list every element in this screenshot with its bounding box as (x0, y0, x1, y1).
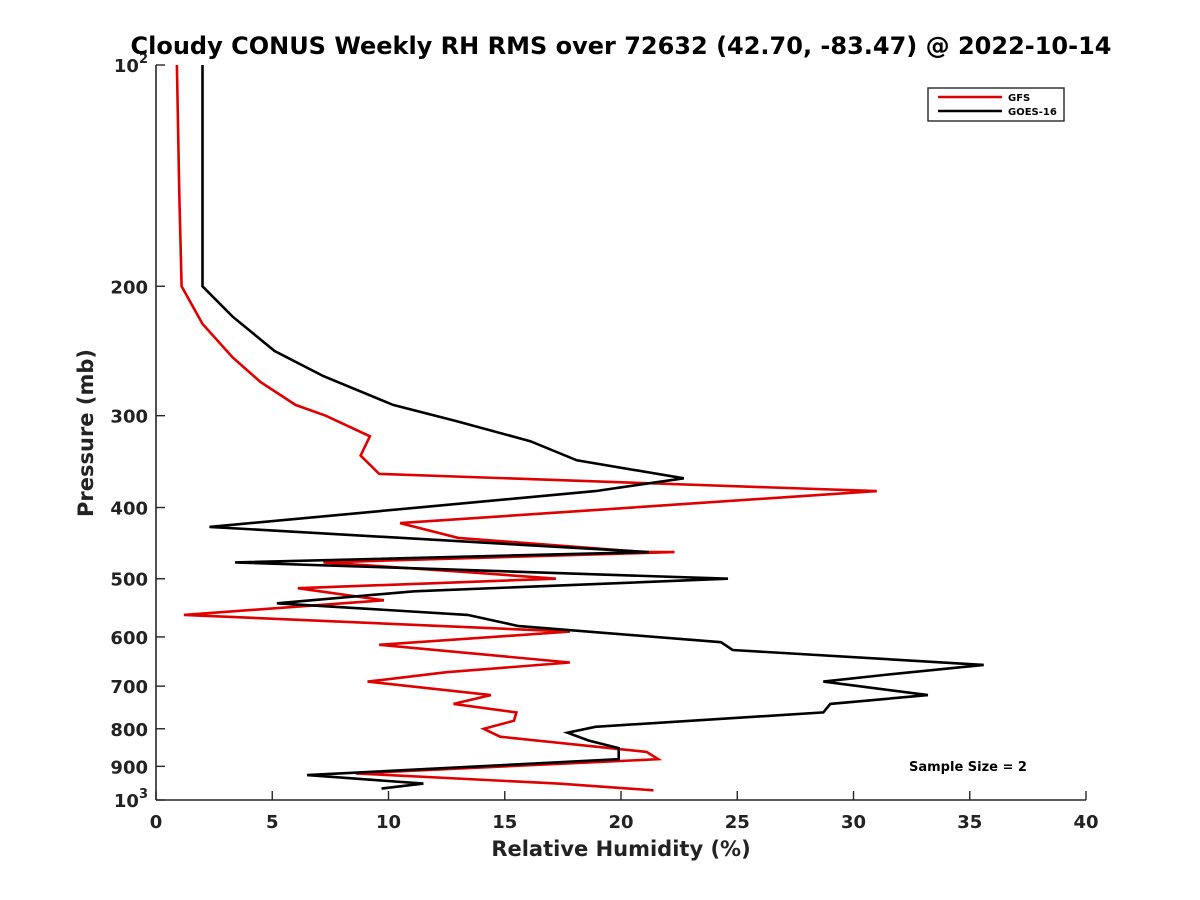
x-tick-label: 20 (608, 812, 633, 833)
x-tick-label: 15 (492, 812, 517, 833)
y-tick-label: 700 (110, 677, 148, 698)
y-tick-label: 103 (114, 787, 148, 812)
chart-title: Cloudy CONUS Weekly RH RMS over 72632 (4… (131, 32, 1112, 60)
axes: 0 5 10 15 20 25 30 35 40 102 200 300 400 500 600 700 800… (110, 52, 1098, 833)
x-tick-label: 10 (376, 812, 401, 833)
series-line-goes-16 (201, 65, 984, 790)
x-tick-label: 0 (150, 812, 163, 833)
x-tick-label: 25 (725, 812, 750, 833)
y-tick-label: 900 (110, 757, 148, 778)
legend: GFS GOES-16 (927, 87, 1065, 122)
y-tick-label: 500 (110, 570, 148, 591)
y-axis-label: Pressure (mb) (74, 349, 98, 517)
x-tick-label: 40 (1073, 812, 1098, 833)
legend-label: GOES-16 (1008, 107, 1057, 118)
x-tick-label: 5 (266, 812, 279, 833)
y-tick-label: 400 (110, 499, 148, 520)
series-line-gfs (175, 64, 877, 792)
legend-label: GFS (1008, 93, 1030, 104)
y-tick-label: 300 (110, 407, 148, 428)
y-tick-label: 800 (110, 720, 148, 741)
y-tick-label: 102 (114, 52, 148, 77)
x-tick-label: 30 (841, 812, 866, 833)
x-axis-label: Relative Humidity (%) (491, 837, 750, 861)
y-tick-label: 600 (110, 628, 148, 649)
y-tick-label: 200 (110, 277, 148, 298)
sample-size-annotation: Sample Size = 2 (909, 760, 1027, 775)
x-tick-label: 35 (957, 812, 982, 833)
plot-area (175, 64, 984, 792)
legend-box (927, 87, 1065, 122)
